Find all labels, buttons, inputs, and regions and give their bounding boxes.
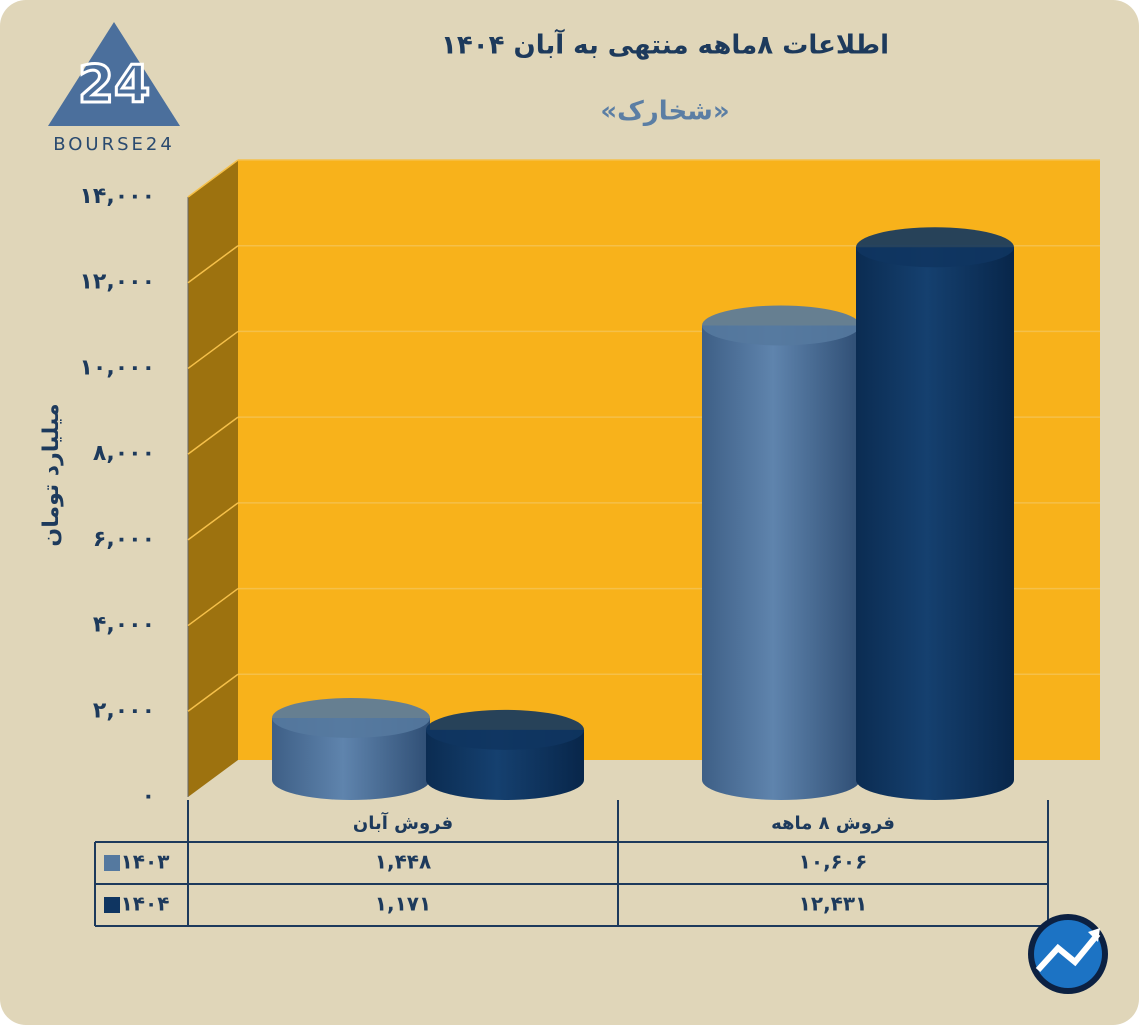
corner-icon bbox=[1028, 914, 1108, 994]
y-tick-label: ۰ bbox=[142, 784, 155, 809]
cylinder-top bbox=[856, 227, 1014, 268]
value-label: ۱,۴۴۸ bbox=[375, 850, 431, 874]
y-tick-label: ۱۰,۰۰۰ bbox=[80, 355, 156, 380]
y-axis-label: میلیارد تومان bbox=[39, 403, 64, 546]
table-lines bbox=[94, 800, 1049, 927]
value-label: ۱,۱۷۱ bbox=[375, 892, 431, 916]
x-tick-label: فروش آبان bbox=[353, 811, 453, 834]
cylinder-top bbox=[702, 305, 860, 346]
chart-subtitle: «شخارک» bbox=[600, 97, 729, 127]
logo-triangle bbox=[48, 22, 180, 126]
grid-line bbox=[187, 245, 239, 284]
y-tick-label: ۴,۰۰۰ bbox=[93, 613, 155, 638]
chart-title: اطلاعات ۸ماهه منتهی به آبان ۱۴۰۴ bbox=[441, 29, 889, 61]
grid-line bbox=[187, 159, 239, 198]
y-tick-label: ۸,۰۰۰ bbox=[93, 441, 155, 466]
cylinder bbox=[856, 227, 1014, 800]
cylinder bbox=[702, 305, 860, 800]
cylinder-top bbox=[426, 709, 584, 750]
y-tick-label: ۱۲,۰۰۰ bbox=[80, 270, 156, 295]
side-wall bbox=[188, 160, 238, 797]
legend-label: ۱۴۰۴ bbox=[121, 892, 170, 916]
cylinder bbox=[426, 709, 584, 800]
cylinder-body bbox=[856, 247, 1014, 800]
x-tick-label: فروش ۸ ماهه bbox=[771, 813, 895, 834]
logo: 24 BOURSE24 bbox=[48, 22, 180, 155]
grid-line bbox=[187, 330, 239, 370]
legend-swatch bbox=[104, 897, 120, 913]
y-tick-label: ۶,۰۰۰ bbox=[93, 527, 155, 552]
legend-swatch bbox=[104, 855, 120, 871]
logo-mark: 24 bbox=[78, 55, 150, 115]
grid-line bbox=[187, 502, 239, 541]
cylinder-body bbox=[272, 717, 430, 800]
grid-line bbox=[187, 587, 239, 627]
cylinder-body bbox=[702, 325, 860, 800]
value-label: ۱۲,۴۳۱ bbox=[799, 892, 868, 916]
cylinder-body bbox=[426, 729, 584, 800]
y-tick-label: ۱۴,۰۰۰ bbox=[80, 184, 156, 209]
grid-line bbox=[187, 673, 239, 712]
grid-line bbox=[187, 416, 239, 455]
y-tick-label: ۲,۰۰۰ bbox=[93, 698, 155, 723]
cylinder-top bbox=[272, 697, 430, 738]
value-label: ۱۰,۶۰۶ bbox=[799, 850, 868, 874]
logo-text: BOURSE24 bbox=[53, 134, 175, 155]
legend-label: ۱۴۰۳ bbox=[121, 850, 170, 874]
cylinder bbox=[272, 697, 430, 800]
